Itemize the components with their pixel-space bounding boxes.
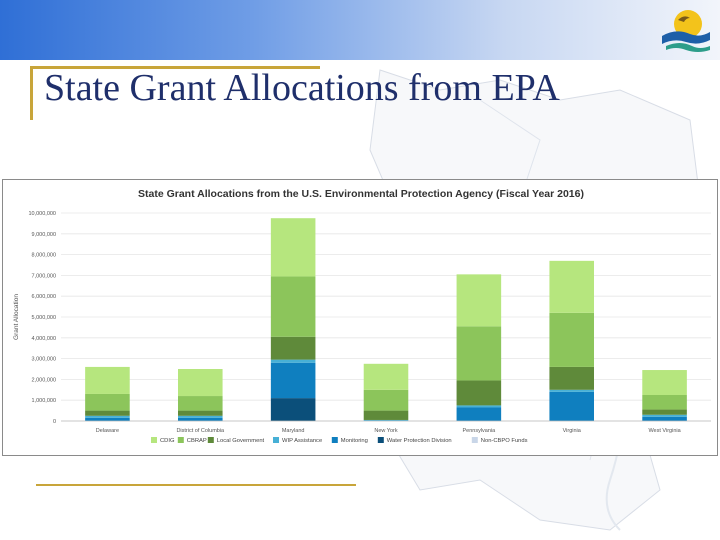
bar-segment [642, 416, 687, 421]
bar-segment [85, 410, 130, 416]
bar-segment [178, 417, 223, 421]
y-tick-label: 7,000,000 [32, 273, 56, 279]
bar-segment [363, 410, 409, 420]
title-accent-vertical [30, 66, 33, 120]
y-tick-label: 5,000,000 [32, 315, 56, 321]
bar-segment [642, 395, 687, 410]
y-axis-label: Grant Allocation [13, 294, 20, 340]
bar-segment [549, 389, 594, 392]
legend-swatch [377, 437, 384, 443]
bar-segment [456, 407, 502, 421]
y-tick-label: 2,000,000 [32, 377, 56, 383]
bar-segment [363, 419, 409, 421]
bar-segment [456, 326, 502, 381]
y-tick-label: 0 [53, 419, 56, 425]
y-tick-label: 9,000,000 [32, 232, 56, 238]
legend-swatch [151, 437, 157, 443]
legend-swatch [207, 437, 214, 443]
bar-segment [178, 369, 223, 397]
x-tick-label: West Virginia [648, 428, 681, 434]
bar-segment [270, 336, 316, 360]
bar-segment [85, 417, 130, 421]
bar-segment [85, 415, 130, 418]
bar-segment [456, 380, 502, 406]
bar-segment [270, 362, 316, 399]
title-accent-horizontal [30, 66, 320, 69]
legend-swatch [471, 437, 478, 443]
legend-label: Water Protection Division [387, 438, 452, 444]
y-tick-label: 10,000,000 [28, 211, 56, 217]
slide-title: State Grant Allocations from EPA [44, 67, 560, 109]
y-tick-label: 6,000,000 [32, 294, 56, 300]
x-tick-label: Virginia [563, 428, 582, 434]
bar-segment [363, 389, 409, 411]
bar-segment [642, 414, 687, 417]
bar-segment [549, 366, 594, 390]
bar-segment [270, 276, 316, 337]
y-tick-label: 8,000,000 [32, 253, 56, 259]
bar-segment [178, 415, 223, 418]
x-tick-label: New York [374, 428, 397, 434]
bar-segment [178, 410, 223, 416]
legend-label: CBRAP [187, 438, 207, 444]
x-tick-label: District of Columbia [176, 428, 225, 434]
bar-segment [549, 391, 594, 421]
y-tick-label: 4,000,000 [32, 336, 56, 342]
chart-panel: State Grant Allocations from the U.S. En… [2, 179, 718, 456]
legend-swatch [177, 437, 184, 443]
bar-segment [85, 366, 130, 394]
bar-segment [85, 393, 130, 411]
x-axis-ticks: Delaware District of Columbia Maryland New … [96, 428, 682, 434]
chart-title: State Grant Allocations from the U.S. En… [138, 188, 584, 200]
bars [61, 218, 711, 422]
bar-segment [549, 260, 594, 313]
legend-label: Local Government [217, 438, 265, 444]
bar-segment [270, 218, 316, 277]
y-tick-label: 1,000,000 [32, 398, 56, 404]
bar-segment [642, 409, 687, 415]
legend-label: CDIG [160, 438, 175, 444]
x-tick-label: Pennsylvania [462, 428, 496, 434]
x-tick-label: Maryland [282, 428, 305, 434]
legend-label: Monitoring [341, 438, 368, 444]
legend-label: Non-CBPO Funds [481, 438, 528, 444]
bar-segment [456, 274, 502, 327]
legend-label: WIP Assistance [282, 438, 322, 444]
legend-swatch [331, 437, 338, 443]
bar-segment [178, 396, 223, 411]
bar-segment [456, 405, 502, 408]
bar-segment [270, 398, 316, 421]
bar-segment [549, 312, 594, 367]
footer-accent-line [36, 484, 356, 486]
bay-program-logo [662, 10, 710, 52]
x-tick-label: Delaware [96, 428, 119, 434]
y-tick-label: 3,000,000 [32, 357, 56, 363]
y-axis-ticks: 0 1,000,000 2,000,000 3,000,000 4,000,000 5,0… [28, 211, 56, 425]
bar-segment [270, 359, 316, 363]
legend-swatch [273, 437, 279, 443]
bar-segment [642, 370, 687, 395]
legend: CDIG CBRAP Local Government WIP Assistance M… [151, 437, 528, 444]
bar-segment [363, 363, 409, 390]
stacked-bar-chart: State Grant Allocations from the U.S. En… [13, 188, 711, 444]
header-gradient-bar [0, 0, 720, 60]
